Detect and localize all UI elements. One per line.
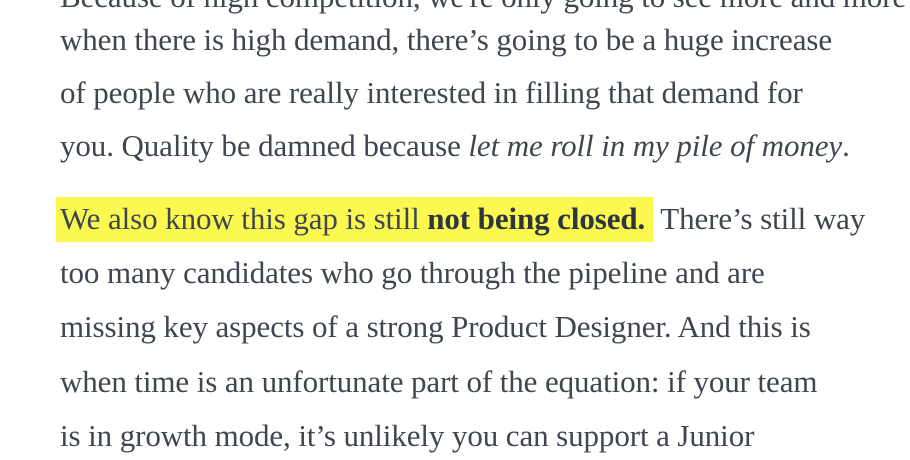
paragraph-line: too many candidates who go through the p… (60, 255, 765, 290)
clipped-text-line: Because of high competition, we're only … (60, 0, 910, 16)
bold-phrase: not being closed. (427, 201, 646, 236)
paragraph-text: you. Quality be damned because (60, 128, 469, 163)
highlighted-text: We also know this gap is still (60, 201, 428, 236)
paragraph-line: when time is an unfortunate part of the … (60, 364, 818, 399)
paragraph-line: missing key aspects of a strong Product … (60, 309, 811, 344)
paragraph-text: There’s still way (653, 201, 866, 236)
paragraph-line: We also know this gap is still not being… (56, 197, 866, 242)
paragraph-text: . (842, 128, 850, 163)
italic-phrase: let me roll in my pile of money (468, 128, 843, 163)
paragraph-line: of people who are really interested in f… (60, 75, 803, 110)
paragraph-line: is in growth mode, it’s unlikely you can… (60, 418, 755, 453)
paragraph-line: you. Quality be damned because let me ro… (60, 127, 850, 165)
highlighted-sentence: We also know this gap is still not being… (56, 197, 654, 242)
paragraph-line: when there is high demand, there’s going… (60, 22, 832, 57)
